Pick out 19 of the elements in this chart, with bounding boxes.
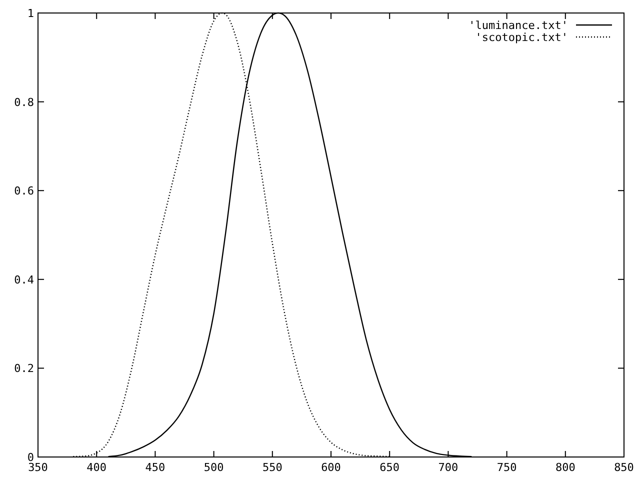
x-tick-label: 850 xyxy=(614,461,634,474)
y-tick-label: 0.4 xyxy=(14,273,34,286)
legend-label: 'scotopic.txt' xyxy=(475,31,568,44)
x-tick-label: 600 xyxy=(321,461,341,474)
y-tick-label: 1 xyxy=(27,7,34,20)
y-tick-label: 0 xyxy=(27,451,34,464)
x-tick-label: 700 xyxy=(438,461,458,474)
x-tick-label: 800 xyxy=(555,461,576,474)
x-tick-label: 650 xyxy=(380,461,400,474)
x-tick-label: 400 xyxy=(86,461,107,474)
y-tick-label: 0.8 xyxy=(14,96,34,109)
x-tick-label: 550 xyxy=(262,461,282,474)
legend-label: 'luminance.txt' xyxy=(468,19,568,32)
y-tick-label: 0.6 xyxy=(14,184,34,198)
x-tick-label: 350 xyxy=(28,461,48,474)
x-tick-label: 750 xyxy=(496,461,517,474)
x-tick-label: 500 xyxy=(204,461,224,474)
y-tick-label: 0.2 xyxy=(14,362,34,376)
x-tick-label: 450 xyxy=(145,461,166,474)
